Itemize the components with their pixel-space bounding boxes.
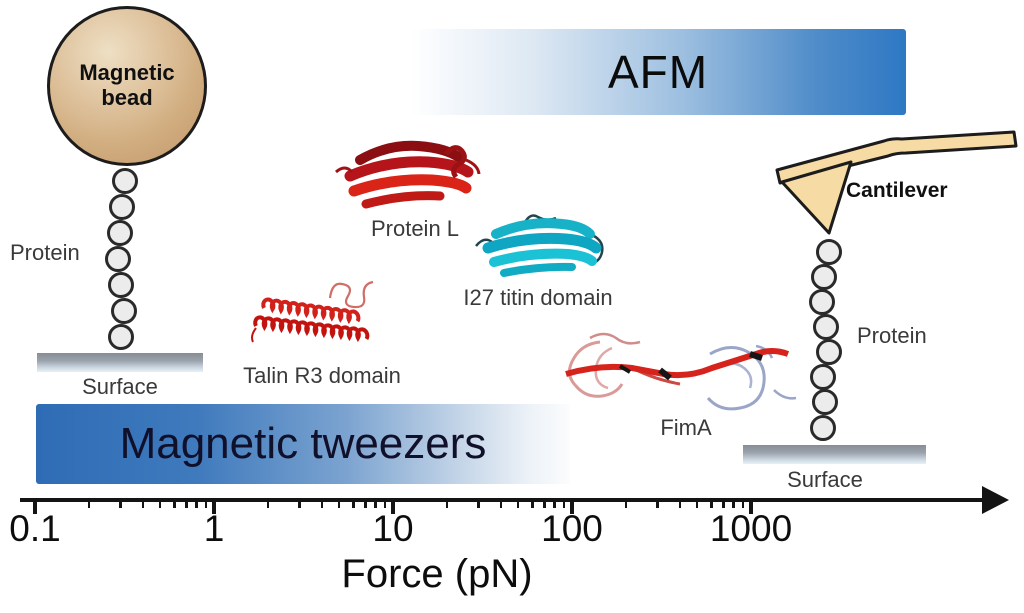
protein-bead-icon <box>111 298 137 324</box>
axis-minor-tick <box>695 500 699 508</box>
axis-minor-tick <box>499 500 503 508</box>
axis-minor-tick <box>266 500 270 508</box>
axis-minor-tick <box>543 500 546 508</box>
axis-minor-tick <box>553 500 556 508</box>
axis-minor-tick <box>732 500 735 508</box>
protein-bead-icon <box>811 264 837 290</box>
magnetic-tweezers-range-bar: Magnetic tweezers <box>36 404 570 484</box>
force-axis-line <box>20 498 986 502</box>
protein-bead-icon <box>809 289 835 315</box>
surface-bar-left <box>37 353 203 372</box>
axis-minor-tick <box>678 500 682 508</box>
force-axis-arrowhead-icon <box>982 486 1009 514</box>
axis-minor-tick <box>383 500 387 508</box>
axis-minor-tick <box>320 500 324 508</box>
axis-tick-label: 0.1 <box>9 508 61 549</box>
axis-tick-label: 100 <box>541 508 603 549</box>
protein-bead-icon <box>109 194 135 220</box>
surface-bar-right <box>743 445 926 464</box>
talin-r3-structure-icon <box>251 280 374 343</box>
protein-bead-icon <box>105 246 131 272</box>
axis-minor-tick <box>87 500 91 508</box>
axis-minor-tick <box>173 500 176 508</box>
protein-bead-icon <box>112 168 138 194</box>
axis-tick-label: 10 <box>372 508 414 549</box>
cantilever-icon <box>775 130 1018 235</box>
protein-bead-icon <box>816 239 842 265</box>
axis-minor-tick <box>364 500 367 508</box>
protein-bead-icon <box>816 339 842 365</box>
talin-r3-label: Talin R3 domain <box>243 363 401 388</box>
axis-minor-tick <box>531 500 534 508</box>
force-axis-title: Force (pN) <box>341 552 533 596</box>
axis-minor-tick <box>337 500 341 508</box>
axis-minor-tick <box>141 500 145 508</box>
axis-minor-tick <box>562 500 566 508</box>
axis-minor-tick <box>710 500 713 508</box>
protein-bead-icon <box>107 220 133 246</box>
magnetic-tweezers-bar-label: Magnetic tweezers <box>119 419 487 468</box>
axis-minor-tick <box>352 500 355 508</box>
protein-label-left: Protein <box>10 240 80 265</box>
protein-l-label: Protein L <box>370 216 460 241</box>
axis-major-tick <box>33 500 37 514</box>
i27-titin-label: I27 titin domain <box>463 285 613 310</box>
surface-label-right: Surface <box>787 467 863 492</box>
axis-minor-tick <box>158 500 162 508</box>
protein-l-structure-icon <box>335 140 481 209</box>
cantilever-label: Cantilever <box>846 179 948 202</box>
protein-bead-icon <box>810 364 836 390</box>
axis-minor-tick <box>445 500 449 508</box>
fima-structure-icon <box>565 332 797 411</box>
axis-minor-tick <box>656 500 659 508</box>
axis-minor-tick <box>298 500 301 508</box>
axis-minor-tick <box>741 500 745 508</box>
magnetic-bead-icon <box>47 6 207 166</box>
protein-bead-icon <box>108 272 134 298</box>
axis-minor-tick <box>374 500 377 508</box>
axis-major-tick <box>570 500 574 514</box>
axis-tick-label: 1 <box>203 508 225 549</box>
afm-bar-label: AFM <box>607 46 709 98</box>
axis-minor-tick <box>204 500 208 508</box>
axis-minor-tick <box>119 500 122 508</box>
i27-titin-structure-icon <box>475 214 604 277</box>
surface-label-left: Surface <box>82 374 158 399</box>
axis-minor-tick <box>195 500 198 508</box>
axis-major-tick <box>749 500 753 514</box>
axis-minor-tick <box>185 500 188 508</box>
axis-tick-label: 1000 <box>709 508 793 549</box>
afm-range-bar: AFM <box>410 29 906 115</box>
axis-minor-tick <box>516 500 520 508</box>
axis-major-tick <box>212 500 216 514</box>
fima-label: FimA <box>660 415 712 440</box>
protein-label-right: Protein <box>857 323 927 348</box>
force-axis-ticks: 0.1 1 10 100 1000 <box>0 500 1024 613</box>
protein-bead-icon <box>813 314 839 340</box>
axis-major-tick <box>391 500 395 514</box>
axis-minor-tick <box>722 500 725 508</box>
protein-bead-icon <box>810 415 836 441</box>
axis-minor-tick <box>624 500 628 508</box>
protein-bead-icon <box>108 324 134 350</box>
magnetic-bead-label: Magnetic bead <box>79 60 175 110</box>
protein-bead-icon <box>812 389 838 415</box>
axis-minor-tick <box>477 500 480 508</box>
